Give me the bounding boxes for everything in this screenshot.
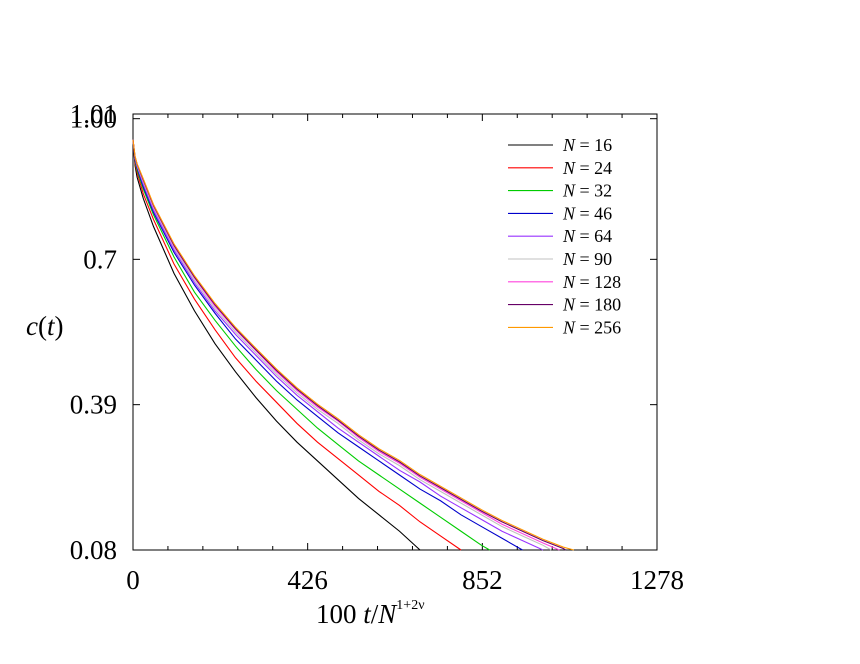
legend-label-4: N = 46 <box>562 203 612 223</box>
series-line-2 <box>132 139 462 551</box>
y-tick-label: 0.08 <box>70 535 117 565</box>
series-line-3 <box>132 139 490 551</box>
series-line-5 <box>132 139 544 551</box>
y-tick-label: 0.7 <box>83 244 117 274</box>
legend: N = 16 N = 24 N = 32N = 46 N = 64 N = 90 N = … <box>508 135 621 337</box>
y-tick-label: 1.01 <box>70 99 117 129</box>
axis-ticks <box>132 113 658 551</box>
legend-label-3: N = 32 <box>562 181 612 201</box>
x-axis-label: 100 t/N1+2ν <box>316 598 425 629</box>
legend-label-2: N = 24 <box>562 158 612 178</box>
x-tick-label: 852 <box>462 565 503 595</box>
legend-label-8: N = 180 <box>562 295 621 315</box>
series-line-8 <box>132 139 566 551</box>
series-line-7 <box>132 139 560 551</box>
x-tick-label: 0 <box>126 565 140 595</box>
series-line-9 <box>132 139 574 551</box>
legend-label-5: N = 64 <box>562 226 612 246</box>
series-line-1 <box>132 139 421 551</box>
legend-label-7: N = 128 <box>562 272 621 292</box>
curves <box>132 139 574 551</box>
y-tick-labels: 0.08 0.39 0.7 1.001.01 <box>70 99 117 565</box>
x-tick-label: 1278 <box>630 565 684 595</box>
legend-label-6: N = 90 <box>562 249 612 269</box>
legend-label-9: N = 256 <box>562 317 621 337</box>
legend-label-1: N = 16 <box>562 135 612 155</box>
plot-frame <box>132 113 658 551</box>
y-tick-label: 0.39 <box>70 390 117 420</box>
y-tick-label: 1.00 <box>70 104 117 134</box>
y-axis-label: c(t) <box>26 311 64 341</box>
x-tick-labels: 0 426 852 1278 <box>126 565 684 595</box>
series-line-6 <box>132 139 552 551</box>
series-line-4 <box>132 139 523 551</box>
x-tick-label: 426 <box>287 565 328 595</box>
